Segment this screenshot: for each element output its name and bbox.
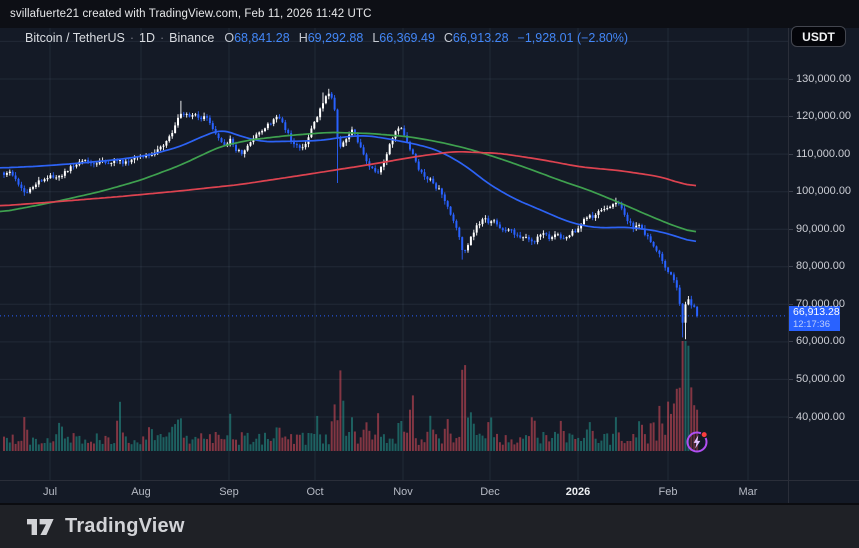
volume-series [3, 341, 699, 451]
interval-label[interactable]: 1D [139, 31, 155, 45]
ohlc-values: O68,841.28 H69,292.88 L66,369.49 C66,913.28 [224, 31, 508, 45]
ma-mid-green [0, 131, 697, 233]
tradingview-logo[interactable]: TradingView [27, 515, 185, 538]
tradingview-logo-icon [27, 518, 54, 535]
price-tick-label: 50,000.00 [796, 372, 845, 385]
change-value: −1,928.01 (−2.80%) [517, 31, 629, 45]
tradingview-wordmark: TradingView [65, 515, 185, 537]
ohlc-item: C66,913.28 [443, 31, 509, 45]
ohlc-item: O68,841.28 [224, 31, 290, 45]
last-price-label: 66,913.28 12:17:36 [789, 306, 840, 332]
ma-fast-blue [0, 130, 697, 243]
price-tick-mark [789, 341, 793, 343]
pane-legend: Bitcoin / TetherUS · 1D · Binance O68,84… [25, 31, 628, 45]
time-tick-label: Aug [131, 486, 151, 498]
price-tick-label: 40,000.00 [796, 410, 845, 423]
exchange-label[interactable]: Binance [169, 31, 215, 45]
legend-separator: · [129, 31, 134, 45]
price-tick-mark [789, 78, 793, 80]
price-tick-label: 100,000.00 [796, 185, 852, 198]
time-tick-label: Jul [42, 486, 58, 498]
price-tick-mark [789, 266, 793, 268]
price-tick-mark [789, 303, 793, 305]
price-tick-mark [789, 416, 793, 418]
price-tick-label: 60,000.00 [796, 335, 845, 348]
candle-series [3, 88, 699, 340]
price-tick-mark [789, 378, 793, 380]
time-tick-label: Feb [658, 486, 678, 498]
symbol-title[interactable]: Bitcoin / TetherUS [25, 31, 125, 45]
price-tick-label: 130,000.00 [796, 72, 852, 85]
ma-slow-red [0, 150, 697, 207]
time-tick-label: Sep [219, 486, 239, 498]
chart-pane[interactable] [0, 28, 788, 480]
time-tick-label: Mar [738, 486, 758, 498]
legend-separator: · [159, 31, 165, 45]
price-tick-label: 80,000.00 [796, 260, 845, 273]
price-tick-mark [789, 228, 793, 230]
time-tick-label: Dec [480, 486, 500, 498]
boost-flash-icon[interactable] [686, 430, 708, 453]
time-tick-label: 2026 [565, 486, 591, 498]
ohlc-item: H69,292.88 [298, 31, 364, 45]
price-tick-label: 110,000.00 [796, 147, 851, 160]
price-tick-label: 70,000.00 [796, 297, 845, 310]
time-tick-label: Oct [306, 486, 324, 498]
footer-bar: TradingView [0, 503, 859, 548]
axis-corner-divider [788, 481, 789, 504]
price-tick-label: 90,000.00 [796, 222, 845, 235]
attribution-bar: svillafuerte21 created with TradingView.… [0, 0, 859, 28]
price-tick-label: 120,000.00 [796, 110, 852, 123]
price-axis[interactable]: 66,913.28 12:17:36 130,000.00 120,000.00 1… [788, 28, 859, 480]
bar-countdown: 12:17:36 [793, 318, 830, 330]
last-price-value: 66,913.28 [793, 306, 840, 319]
price-tick-mark [789, 153, 793, 155]
currency-unit-button[interactable]: USDT [791, 26, 846, 47]
price-tick-mark [789, 116, 793, 118]
price-tick-mark [789, 191, 793, 193]
time-tick-label: Nov [393, 486, 413, 498]
time-axis[interactable]: Jul Aug Sep Oct Nov Dec 2026 Feb Mar [0, 480, 859, 504]
attribution-text: svillafuerte21 created with TradingView.… [10, 8, 372, 20]
ohlc-item: L66,369.49 [372, 31, 435, 45]
price-pane-svg[interactable] [0, 28, 788, 480]
